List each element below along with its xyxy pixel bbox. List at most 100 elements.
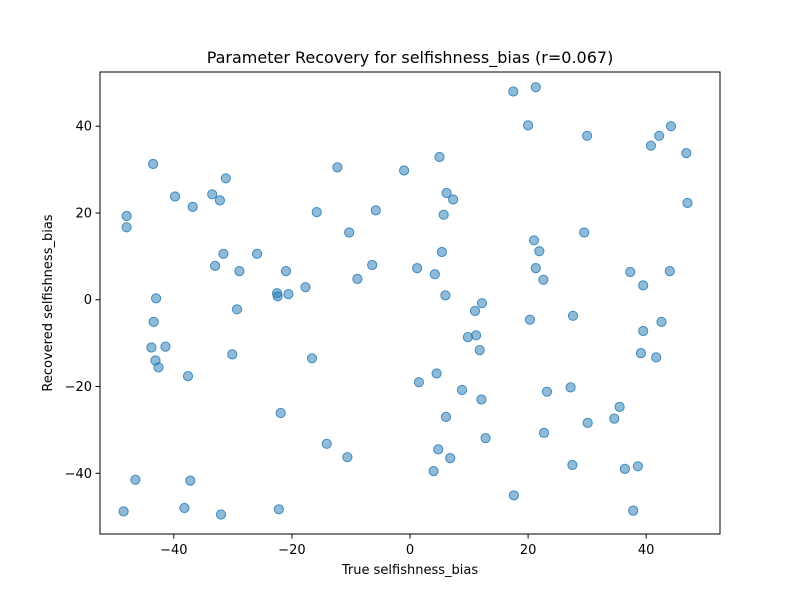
y-tick-label: −20 — [65, 380, 92, 395]
data-point — [523, 120, 534, 131]
data-point — [619, 463, 631, 474]
data-point — [508, 86, 519, 97]
x-axis: −40 −20 0 20 40 — [160, 534, 654, 558]
data-point — [469, 305, 481, 317]
y-tick-label: −40 — [65, 467, 92, 482]
data-point — [169, 191, 181, 202]
data-point — [476, 298, 488, 309]
data-point — [182, 371, 194, 382]
data-point — [538, 274, 549, 285]
y-tick-label: 20 — [75, 206, 92, 221]
data-point — [275, 407, 286, 419]
data-point — [632, 461, 644, 472]
data-point — [654, 130, 665, 141]
data-point — [352, 273, 363, 284]
data-point — [367, 259, 378, 271]
data-point — [656, 316, 667, 327]
data-point — [440, 290, 451, 301]
y-axis-label: Recovered selfishness_bias — [41, 214, 56, 391]
data-point — [231, 304, 243, 315]
data-point — [431, 368, 442, 379]
y-tick-label: 0 — [84, 293, 92, 308]
data-point — [207, 189, 218, 200]
x-axis-label: True selfishness_bias — [341, 563, 478, 578]
data-point — [344, 227, 355, 238]
data-point — [283, 289, 294, 300]
data-point — [185, 475, 196, 486]
data-point — [332, 162, 343, 173]
data-point — [234, 266, 245, 277]
data-point — [220, 173, 231, 184]
data-point — [179, 502, 190, 514]
data-point — [252, 248, 263, 259]
data-point — [370, 205, 381, 216]
data-point — [567, 310, 579, 321]
data-point — [121, 210, 132, 222]
data-point — [651, 352, 662, 363]
data-point — [399, 165, 410, 176]
data-point — [215, 509, 227, 520]
data-point — [638, 280, 649, 291]
data-point — [429, 269, 440, 280]
data-point — [609, 413, 620, 424]
data-point — [476, 394, 487, 405]
data-point — [428, 466, 439, 477]
data-point — [508, 490, 520, 501]
data-point — [474, 345, 485, 356]
data-point — [148, 158, 159, 170]
data-point — [524, 314, 536, 325]
data-point — [582, 417, 593, 428]
data-point — [214, 195, 225, 206]
data-point — [187, 201, 198, 212]
data-point — [567, 459, 578, 471]
data-point — [445, 453, 456, 464]
data-point — [153, 362, 164, 373]
data-point — [638, 325, 649, 337]
data-point — [541, 386, 553, 397]
data-point — [614, 401, 625, 412]
data-point — [538, 427, 550, 438]
data-point — [148, 316, 159, 327]
data-point — [412, 263, 423, 274]
data-point — [530, 82, 541, 93]
x-tick-label: 0 — [406, 543, 414, 558]
data-point — [681, 148, 692, 159]
x-tick-label: 20 — [520, 543, 537, 558]
data-point — [146, 342, 157, 353]
data-point — [462, 332, 473, 343]
data-point — [130, 474, 141, 485]
data-point — [273, 504, 284, 515]
data-point — [342, 452, 353, 463]
data-point — [534, 246, 545, 257]
data-point — [121, 222, 132, 233]
plot-area — [99, 71, 721, 535]
chart-title: Parameter Recovery for selfishness_bias … — [207, 48, 614, 68]
x-tick-label: −40 — [160, 543, 187, 558]
data-point — [635, 348, 647, 359]
data-point — [471, 330, 482, 341]
data-point — [582, 130, 593, 141]
data-point — [565, 382, 576, 393]
data-point — [434, 151, 445, 163]
x-tick-label: 40 — [638, 543, 655, 558]
data-point — [480, 433, 491, 444]
points-layer — [118, 82, 693, 520]
data-point — [441, 187, 452, 199]
data-point — [440, 411, 452, 422]
data-point — [227, 349, 238, 360]
data-point — [438, 209, 449, 220]
data-point — [306, 353, 318, 364]
data-point — [448, 194, 459, 205]
data-point — [300, 282, 311, 293]
data-point — [528, 235, 540, 246]
data-point — [280, 266, 292, 277]
data-point — [682, 197, 693, 209]
x-tick-label: −20 — [278, 543, 305, 558]
data-point — [665, 121, 677, 132]
data-point — [321, 438, 332, 449]
data-point — [413, 377, 424, 388]
data-point — [272, 291, 283, 302]
data-point — [436, 246, 447, 258]
y-axis: −40 −20 0 20 40 — [65, 120, 100, 482]
